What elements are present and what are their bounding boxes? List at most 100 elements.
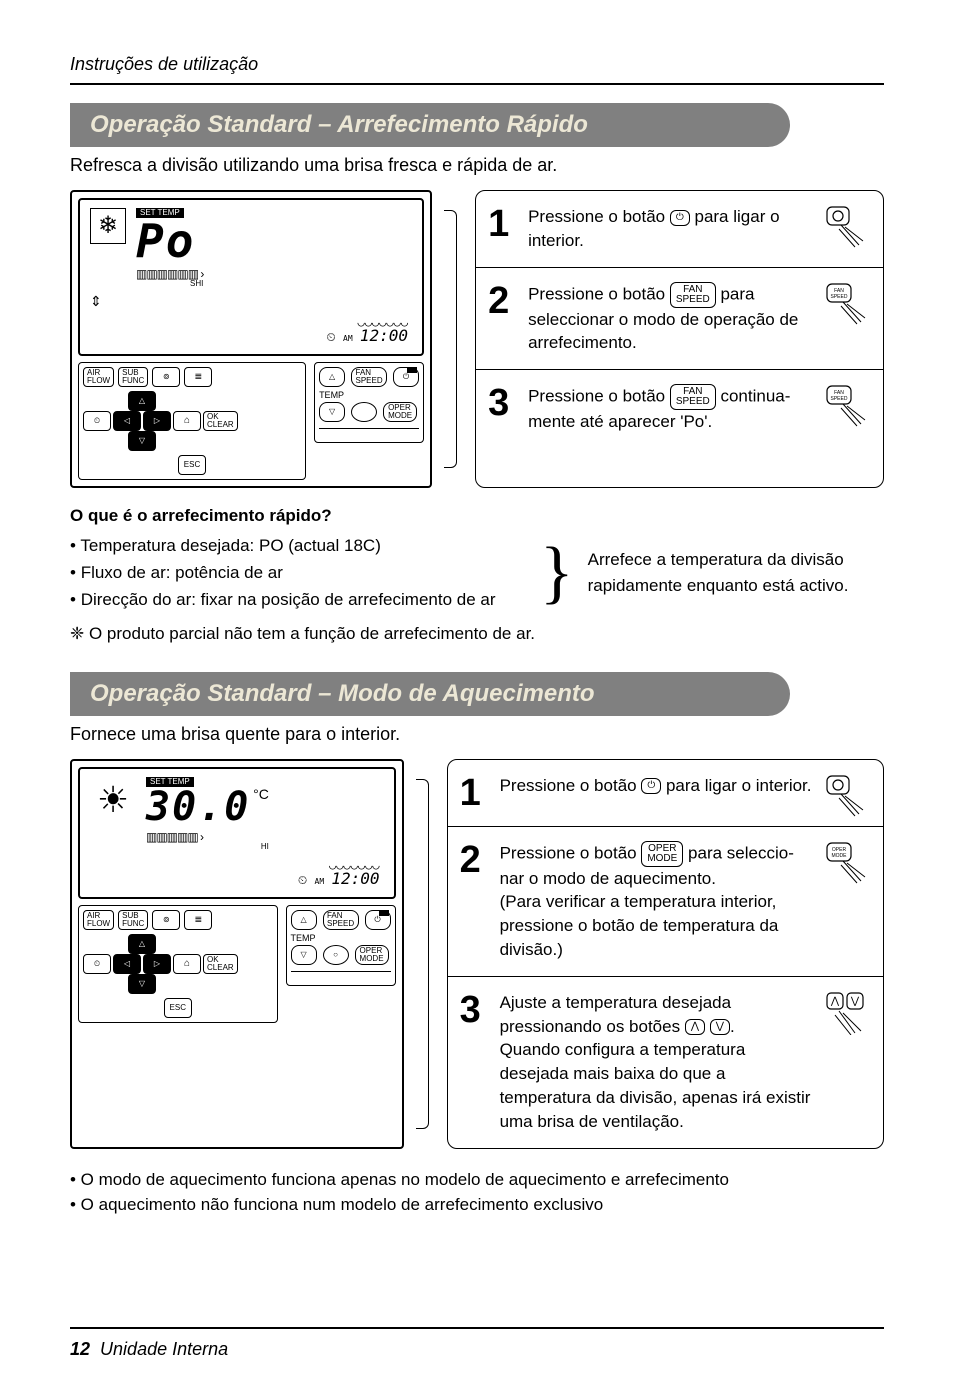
hand-press-icon: OPER MODE <box>825 841 869 885</box>
remote-illustration-1: ❄ SET TEMP Po ▥▥▥▥▥▥ › SHI ⇕ ◡◡◡◡◡◡◡ ⏲ A… <box>70 190 432 488</box>
s2-step1-post: para ligar o interior. <box>661 776 811 795</box>
snow-note: ❈ O produto parcial não tem a função de … <box>70 624 884 644</box>
note-l1: Temperatura desejada: PO (actual 18C) <box>70 532 526 559</box>
lcd-bars-2: ▥▥▥▥▥ › <box>146 831 269 843</box>
btn-target: ⊚ <box>152 367 180 387</box>
btn-home: ⌂ <box>173 411 201 431</box>
btn-air-flow: AIR FLOW <box>83 367 114 387</box>
notes-title: O que é o arrefecimento rápido? <box>70 506 884 526</box>
brace-icon: } <box>540 538 574 608</box>
s2-foot-l2: • O aquecimento não funciona num modelo … <box>70 1192 884 1218</box>
hand-press-icon <box>825 774 869 818</box>
btn-temp-up: △ <box>319 367 345 387</box>
led <box>407 367 417 373</box>
btn-right-2: ▷ <box>143 954 171 974</box>
svg-text:SPEED: SPEED <box>831 396 848 402</box>
header-rule <box>70 83 884 85</box>
btn-up-2: △ <box>128 934 156 954</box>
hand-press-icon <box>825 205 869 249</box>
lcd-clock-icon-2: ⏲ <box>298 873 315 887</box>
s2-step2-btn: OPER MODE <box>641 841 683 867</box>
btn-target-2: ⊚ <box>152 910 180 930</box>
btn-fan-speed-2: FAN SPEED <box>323 910 359 930</box>
btn-oper-mode-2: OPER MODE <box>355 945 389 965</box>
step2-num: 2 <box>488 282 518 320</box>
s2-step1-btn: ⏻ <box>641 778 661 794</box>
temp-label-2: TEMP <box>291 934 391 943</box>
temp-label: TEMP <box>319 391 419 400</box>
s2-step2-pre: Pressione o botão <box>500 843 642 862</box>
btn-oper-circle-2: ○ <box>323 945 349 965</box>
s2-step3-btn1: ⋀ <box>685 1019 705 1035</box>
btn-left: ◁ <box>113 411 141 431</box>
step3-btn: FAN SPEED <box>670 384 716 410</box>
btn-air-flow-2: AIR FLOW <box>83 910 114 930</box>
s2-step2-sub: (Para verificar a temperatura interior, … <box>500 892 779 959</box>
hand-press-icon: FAN SPEED <box>825 384 869 428</box>
led-2 <box>379 910 389 916</box>
section1-intro: Refresca a divisão utilizando uma brisa … <box>70 155 884 176</box>
hand-press-icon: FAN SPEED <box>825 282 869 326</box>
lcd-am: AM <box>343 334 353 343</box>
svg-text:⋀: ⋀ <box>830 996 840 1007</box>
note-l3: Direcção do ar: fixar na posição de arre… <box>70 586 526 613</box>
s2-step1-pre: Pressione o botão <box>500 776 642 795</box>
notes-right: Arrefece a temperatura da divisão rapida… <box>588 547 878 598</box>
lcd-swing: ⇕ <box>90 294 412 308</box>
svg-text:SPEED: SPEED <box>831 294 848 300</box>
btn-vent: 𝌆 <box>184 367 212 387</box>
btn-oper-circle <box>351 402 377 422</box>
lcd-unit: °C <box>253 786 269 802</box>
section1-banner: Operação Standard – Arrefecimento Rápido <box>70 103 790 147</box>
step3-pre: Pressione o botão <box>528 387 670 406</box>
btn-down-2: ▽ <box>128 974 156 994</box>
s2-step3-num: 3 <box>460 991 490 1029</box>
lcd-seg-2: 30.0 <box>146 784 250 830</box>
lcd-hi: HI <box>146 843 269 851</box>
page-footer: 12 Unidade Interna <box>70 1327 884 1360</box>
btn-right: ▷ <box>143 411 171 431</box>
note-l2: Fluxo de ar: potência de ar <box>70 559 526 586</box>
btn-down: ▽ <box>128 431 156 451</box>
section2-steps: 1 Pressione o botão ⏻ para ligar o inter… <box>447 759 884 1149</box>
btn-clock: ⏲ <box>83 411 111 431</box>
btn-up: △ <box>128 391 156 411</box>
step3-num: 3 <box>488 384 518 422</box>
btn-sub-func-2: SUB FUNC <box>118 910 148 930</box>
btn-home-2: ⌂ <box>173 954 201 974</box>
connector-bracket-2 <box>416 759 435 1149</box>
step1-pre: Pressione o botão <box>528 207 670 226</box>
btn-fan-speed: FAN SPEED <box>351 367 387 387</box>
svg-text:⋁: ⋁ <box>850 996 860 1007</box>
btn-esc: ESC <box>178 455 206 475</box>
section2-intro: Fornece uma brisa quente para o interior… <box>70 724 884 745</box>
step2-btn: FAN SPEED <box>670 282 716 308</box>
breadcrumb: Instruções de utilização <box>70 54 884 75</box>
btn-temp-down-2: ▽ <box>291 945 317 965</box>
btn-ok-clear: OK CLEAR <box>203 411 238 431</box>
lcd-clock-icon: ⏲ <box>326 330 343 344</box>
btn-esc-2: ESC <box>164 998 192 1018</box>
lcd-time-2: 12:00 <box>331 869 379 888</box>
s2-step3-btn2: ⋁ <box>710 1019 730 1035</box>
lcd-seg: Po <box>136 218 203 264</box>
s2-step1-num: 1 <box>460 774 490 812</box>
section1-steps: 1 Pressione o botão ⏻ para ligar o inter… <box>475 190 884 488</box>
btn-temp-up-2: △ <box>291 910 317 930</box>
step1-num: 1 <box>488 205 518 243</box>
btn-clock-2: ⏲ <box>83 954 111 974</box>
btn-sub-func: SUB FUNC <box>118 367 148 387</box>
hand-press-icon: ⋀ ⋁ <box>825 991 869 1035</box>
mode-icon-sun: ☀ <box>90 777 136 823</box>
btn-left-2: ◁ <box>113 954 141 974</box>
section2-banner: Operação Standard – Modo de Aquecimento <box>70 672 790 716</box>
s2-step2-num: 2 <box>460 841 490 879</box>
step1-btn: ⏻ <box>670 210 690 226</box>
lcd-time: 12:00 <box>360 326 408 345</box>
s2-foot-l1: • O modo de aquecimento funciona apenas … <box>70 1167 884 1193</box>
svg-text:MODE: MODE <box>832 853 848 859</box>
lcd-shi: SHI <box>136 280 203 288</box>
btn-temp-down: ▽ <box>319 402 345 422</box>
lcd-am-2: AM <box>315 877 325 886</box>
remote-illustration-2: ☀ SET TEMP 30.0 °C ▥▥▥▥▥ › HI ◡◡◡◡◡◡◡ ⏲ <box>70 759 404 1149</box>
